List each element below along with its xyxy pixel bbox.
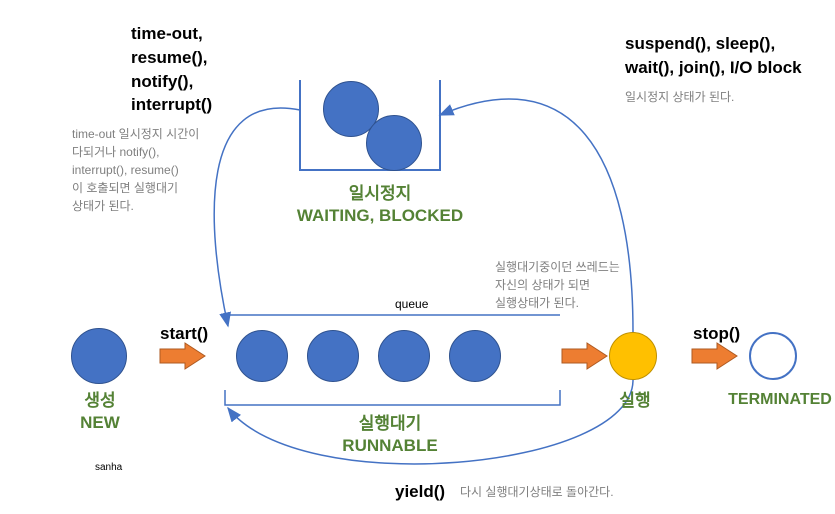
state-new-circle	[71, 328, 127, 384]
desc-to-waiting: 일시정지 상태가 된다.	[625, 88, 734, 106]
state-running-circle	[609, 332, 657, 380]
runnable-circle-3	[378, 330, 430, 382]
label-stop: stop()	[693, 322, 740, 346]
arrow-stop	[692, 343, 737, 369]
label-from-waiting: time-out, resume(), notify(), interrupt(…	[131, 22, 212, 117]
state-new-label: 생성 NEW	[60, 390, 140, 434]
runnable-circle-4	[449, 330, 501, 382]
label-queue: queue	[395, 297, 428, 311]
state-new-en: NEW	[80, 413, 120, 432]
runnable-circle-2	[307, 330, 359, 382]
label-start: start()	[160, 322, 208, 346]
state-runnable-en: RUNNABLE	[342, 436, 437, 455]
desc-to-running: 실행대기중이던 쓰레드는 자신의 상태가 되면 실행상태가 된다.	[495, 258, 620, 312]
runnable-circle-1	[236, 330, 288, 382]
arrow-start	[160, 343, 205, 369]
queue-bottom-u	[225, 390, 560, 405]
state-waiting-label: 일시정지 WAITING, BLOCKED	[280, 183, 480, 227]
label-yield: yield()	[395, 480, 445, 504]
state-runnable-kr: 실행대기	[359, 414, 422, 433]
desc-from-waiting: time-out 일시정지 시간이 다되거나 notify(), interru…	[72, 125, 199, 215]
state-running-kr: 실행	[619, 391, 650, 410]
state-terminated-label: TERMINATED	[720, 390, 835, 411]
state-running-label: 실행	[610, 390, 660, 412]
state-runnable-label: 실행대기 RUNNABLE	[310, 413, 470, 457]
state-terminated-circle	[749, 332, 797, 380]
state-new-kr: 생성	[84, 391, 115, 410]
state-terminated-en: TERMINATED	[728, 391, 832, 408]
credit-label: sanha	[95, 462, 122, 473]
waiting-circle-2	[366, 115, 422, 171]
arrow-runnable-to-running	[562, 343, 607, 369]
state-waiting-kr: 일시정지	[349, 184, 412, 203]
label-to-waiting: suspend(), sleep(), wait(), join(), I/O …	[625, 32, 802, 80]
state-waiting-en: WAITING, BLOCKED	[297, 206, 463, 225]
desc-yield: 다시 실행대기상태로 돌아간다.	[460, 483, 614, 501]
